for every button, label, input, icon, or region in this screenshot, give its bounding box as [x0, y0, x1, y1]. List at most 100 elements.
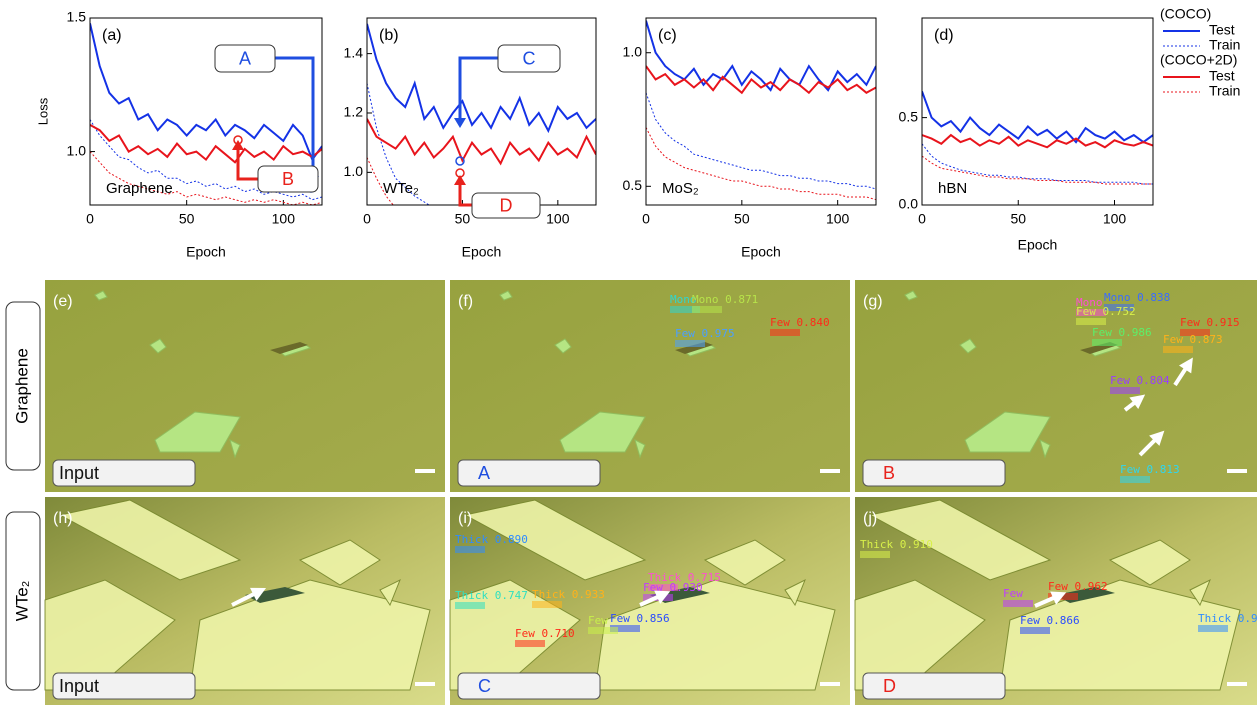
callout-box: [497, 44, 561, 73]
legend-label: Train: [1209, 37, 1240, 53]
scale-bar: [820, 469, 840, 473]
flake: [964, 411, 1051, 453]
callout-arrow: [458, 56, 498, 118]
material-label: MoS₂: [662, 180, 699, 197]
detection-mask: [692, 306, 722, 313]
detection-label: Few 0.930: [643, 581, 703, 594]
callout-box: [257, 165, 319, 193]
caption: Input: [59, 676, 99, 696]
y-axis-label: Loss: [35, 97, 50, 125]
detection-label: Few 0.813: [1120, 463, 1180, 476]
detection-label: Few 0.752: [1076, 305, 1136, 318]
callout-arrow: [236, 150, 258, 181]
flake: [703, 539, 786, 586]
detection-label: Mono 0.871: [692, 293, 758, 306]
x-tick-label: 0: [642, 211, 650, 227]
micrograph: [855, 280, 1257, 492]
scale-bar: [1227, 469, 1247, 473]
detection-label: Thick 0.890: [455, 533, 528, 546]
callout-label: D: [500, 195, 513, 215]
scale-bar: [820, 682, 840, 686]
line-series: [646, 20, 876, 92]
x-tick-label: 50: [179, 211, 195, 227]
legend-title: (COCO): [1160, 6, 1211, 22]
flake: [298, 539, 381, 586]
callout-arrowhead: [232, 140, 244, 150]
detection-mask: [1180, 329, 1210, 336]
callout-marker: [455, 168, 465, 178]
flake: [554, 338, 572, 354]
flake: [58, 499, 242, 581]
detection-label: Mono: [670, 293, 697, 306]
detection-label: Few 0.866: [1020, 614, 1080, 627]
material-label: hBN: [938, 180, 967, 197]
caption: A: [478, 463, 490, 483]
flakes: [94, 290, 312, 459]
panel-label: (d): [934, 27, 954, 44]
detection-mask: [1104, 304, 1134, 311]
x-tick-label: 0: [363, 211, 371, 227]
x-tick-label: 100: [272, 211, 296, 227]
detection-mask: [670, 306, 700, 313]
line-series: [90, 124, 322, 164]
detection-label: Thick 0.747: [455, 589, 528, 602]
detection-label: Mono: [1076, 296, 1103, 309]
row-label-box: [5, 511, 41, 691]
callout-arrowhead: [454, 175, 466, 185]
detection-mask: [1048, 593, 1078, 600]
flake: [634, 439, 646, 459]
scale-bar: [1227, 682, 1247, 686]
panel-label: (e): [53, 293, 73, 310]
y-tick-label: 0.5: [623, 177, 643, 193]
callout-arrow: [458, 185, 472, 207]
detection-mask: [648, 584, 678, 591]
detection-mask: [1092, 339, 1122, 346]
callout-box: [471, 192, 541, 219]
x-tick-label: 100: [826, 211, 850, 227]
legend-label: Test: [1209, 68, 1235, 84]
flake: [1039, 439, 1051, 459]
panel-label: (c): [658, 27, 677, 44]
detection-mask: [515, 640, 545, 647]
flake: [854, 579, 986, 691]
flake: [904, 290, 918, 301]
detection-mask: [1076, 318, 1106, 325]
callout-box: [214, 44, 276, 73]
pointer-arrowhead: [250, 587, 267, 601]
micrograph: [450, 280, 850, 492]
detection-mask: [1163, 346, 1193, 353]
plot-frame: [921, 17, 1154, 206]
detection-label: Thick 0.715: [648, 571, 721, 584]
detection-mask: [455, 602, 485, 609]
x-tick-label: 0: [86, 211, 94, 227]
y-tick-label: 0.5: [899, 108, 919, 124]
detection-label: Few 0.915: [1180, 316, 1240, 329]
caption-box: [457, 672, 601, 700]
y-tick-label: 1.4: [344, 44, 364, 60]
x-tick-label: 100: [1103, 211, 1127, 227]
legend-title: (COCO+2D): [1160, 52, 1237, 68]
scale-bar: [415, 469, 435, 473]
callout-label: B: [282, 169, 294, 189]
detection-mask: [610, 625, 640, 632]
flake: [1108, 539, 1191, 586]
y-tick-label: 1.0: [344, 163, 364, 179]
y-tick-label: 1.0: [67, 142, 87, 158]
line-series: [367, 118, 596, 166]
flake: [1189, 578, 1211, 607]
line-series: [646, 127, 876, 201]
callout-marker: [455, 156, 465, 166]
flakes: [499, 290, 717, 459]
detection-mask: [1120, 476, 1150, 483]
flake: [379, 578, 401, 607]
y-tick-label: 0.0: [899, 196, 919, 212]
panel-label: (j): [863, 510, 877, 527]
detection-label: Few 0.710: [515, 627, 575, 640]
line-series: [922, 143, 1153, 185]
flakes: [44, 499, 431, 691]
flake: [559, 411, 646, 453]
line-series: [90, 23, 322, 162]
row-label: Graphene: [12, 348, 31, 424]
detection-label: Few 0.962: [1048, 580, 1108, 593]
callout-arrowhead: [454, 118, 466, 128]
